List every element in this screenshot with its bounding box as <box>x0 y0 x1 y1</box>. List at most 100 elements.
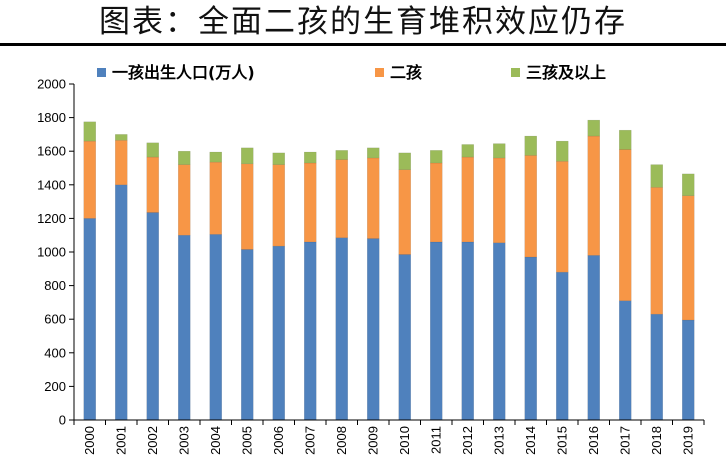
bar-2010-series-0 <box>398 254 411 421</box>
bar-2000-series-2 <box>83 121 96 142</box>
bar-2006-series-2 <box>272 152 285 165</box>
bar-2000-series-1 <box>83 140 96 219</box>
x-tick-label-2017: 2017 <box>617 426 632 455</box>
bar-2018-series-1 <box>650 187 663 315</box>
x-tick-label-2016: 2016 <box>586 426 601 455</box>
x-tick-label-2019: 2019 <box>680 426 695 455</box>
x-tick-label-2011: 2011 <box>428 426 443 454</box>
bar-2004-series-2 <box>209 151 222 163</box>
bar-2015-series-2 <box>556 140 569 162</box>
bar-2002-series-1 <box>146 156 159 213</box>
y-tick-label-800: 800 <box>44 278 66 293</box>
axes: 2000 2001 2002 2003 2004 2005 2006 2007 2008 2009… <box>37 77 705 455</box>
bar-2008-series-0 <box>335 237 348 421</box>
y-tick-label-1800: 1800 <box>37 110 66 125</box>
bar-2001-series-0 <box>115 184 128 421</box>
bar-2003-series-1 <box>178 164 191 236</box>
bar-2005-series-1 <box>241 163 254 250</box>
bars <box>83 119 695 421</box>
bar-2010-series-1 <box>398 169 411 255</box>
bar-2003-series-0 <box>178 234 191 421</box>
y-tick-label-0: 0 <box>59 413 66 428</box>
legend-label-2: 三孩及以上 <box>526 63 606 82</box>
legend-swatch-2 <box>511 68 520 77</box>
bar-2013-series-2 <box>493 143 506 159</box>
bar-2005-series-2 <box>241 147 254 165</box>
bar-2012-series-1 <box>461 156 474 243</box>
bar-2011-series-1 <box>430 162 443 243</box>
bar-2018-series-2 <box>650 164 663 188</box>
bar-2010-series-2 <box>398 152 411 170</box>
bar-2004-series-1 <box>209 161 222 235</box>
y-tick-label-600: 600 <box>44 312 66 327</box>
x-tick-label-2010: 2010 <box>397 426 412 455</box>
y-tick-label-200: 200 <box>44 379 66 394</box>
bar-2004-series-0 <box>209 234 222 421</box>
bar-2001-series-1 <box>115 140 128 186</box>
bar-2002-series-2 <box>146 142 159 158</box>
bar-2007-series-1 <box>304 162 317 243</box>
bar-2006-series-1 <box>272 164 285 247</box>
bar-2005-series-0 <box>241 249 254 421</box>
bar-2001-series-2 <box>115 134 128 141</box>
bar-2012-series-0 <box>461 241 474 421</box>
stacked-bar-chart: 一孩出生人口(万人) 二孩 三孩及以上 2000 2001 2002 2003 2004 20… <box>37 63 705 455</box>
legend-label-0: 一孩出生人口(万人) <box>112 63 255 82</box>
bar-2016-series-0 <box>587 255 600 421</box>
bar-2008-series-1 <box>335 159 348 238</box>
bar-2014-series-1 <box>524 155 537 258</box>
bar-2006-series-0 <box>272 245 285 421</box>
bar-2009-series-0 <box>367 238 380 421</box>
x-tick-label-2002: 2002 <box>145 426 160 455</box>
legend-swatch-0 <box>97 68 106 77</box>
y-tick-label-400: 400 <box>44 345 66 360</box>
bar-2019-series-0 <box>682 319 695 421</box>
x-tick-label-2008: 2008 <box>334 426 349 455</box>
legend-swatch-1 <box>375 68 384 77</box>
x-tick-label-2004: 2004 <box>208 426 223 455</box>
x-tick-label-2018: 2018 <box>649 426 664 455</box>
legend: 一孩出生人口(万人) 二孩 三孩及以上 <box>97 63 606 82</box>
bar-2014-series-0 <box>524 256 537 421</box>
bar-2007-series-2 <box>304 151 317 164</box>
title-rule <box>0 43 726 46</box>
page-title: 图表：全面二孩的生育堆积效应仍存 <box>99 4 627 40</box>
y-tick-label-1000: 1000 <box>37 245 66 260</box>
bar-2000-series-0 <box>83 218 96 421</box>
bar-2013-series-0 <box>493 242 506 421</box>
bar-2014-series-2 <box>524 135 537 156</box>
bar-2019-series-2 <box>682 173 695 196</box>
y-tick-label-2000: 2000 <box>37 77 66 92</box>
bar-2016-series-2 <box>587 119 600 137</box>
x-tick-label-2001: 2001 <box>113 426 128 455</box>
bar-2018-series-0 <box>650 313 663 421</box>
y-tick-label-1200: 1200 <box>37 211 66 226</box>
bar-2002-series-0 <box>146 212 159 421</box>
legend-label-1: 二孩 <box>390 63 422 82</box>
x-tick-label-2009: 2009 <box>365 426 380 455</box>
x-tick-label-2006: 2006 <box>271 426 286 455</box>
bar-2003-series-2 <box>178 150 191 165</box>
y-tick-label-1400: 1400 <box>37 177 66 192</box>
bar-2015-series-1 <box>556 161 569 273</box>
x-tick-label-2013: 2013 <box>491 426 506 455</box>
bar-2007-series-0 <box>304 241 317 421</box>
x-tick-label-2005: 2005 <box>239 426 254 455</box>
bar-2011-series-2 <box>430 150 443 164</box>
bar-2008-series-2 <box>335 150 348 160</box>
x-tick-label-2015: 2015 <box>554 426 569 455</box>
x-tick-label-2012: 2012 <box>460 426 475 455</box>
bar-2009-series-1 <box>367 157 380 239</box>
bar-2015-series-0 <box>556 271 569 421</box>
bar-2019-series-1 <box>682 195 695 321</box>
x-tick-label-2003: 2003 <box>176 426 191 455</box>
x-tick-label-2007: 2007 <box>302 426 317 455</box>
bar-2011-series-0 <box>430 241 443 421</box>
bar-2017-series-0 <box>619 300 632 421</box>
bar-2012-series-2 <box>461 144 474 158</box>
y-tick-label-1600: 1600 <box>37 144 66 159</box>
bar-2016-series-1 <box>587 135 600 256</box>
bar-2017-series-1 <box>619 149 632 301</box>
x-tick-label-2014: 2014 <box>523 426 538 455</box>
x-tick-label-2000: 2000 <box>82 426 97 455</box>
